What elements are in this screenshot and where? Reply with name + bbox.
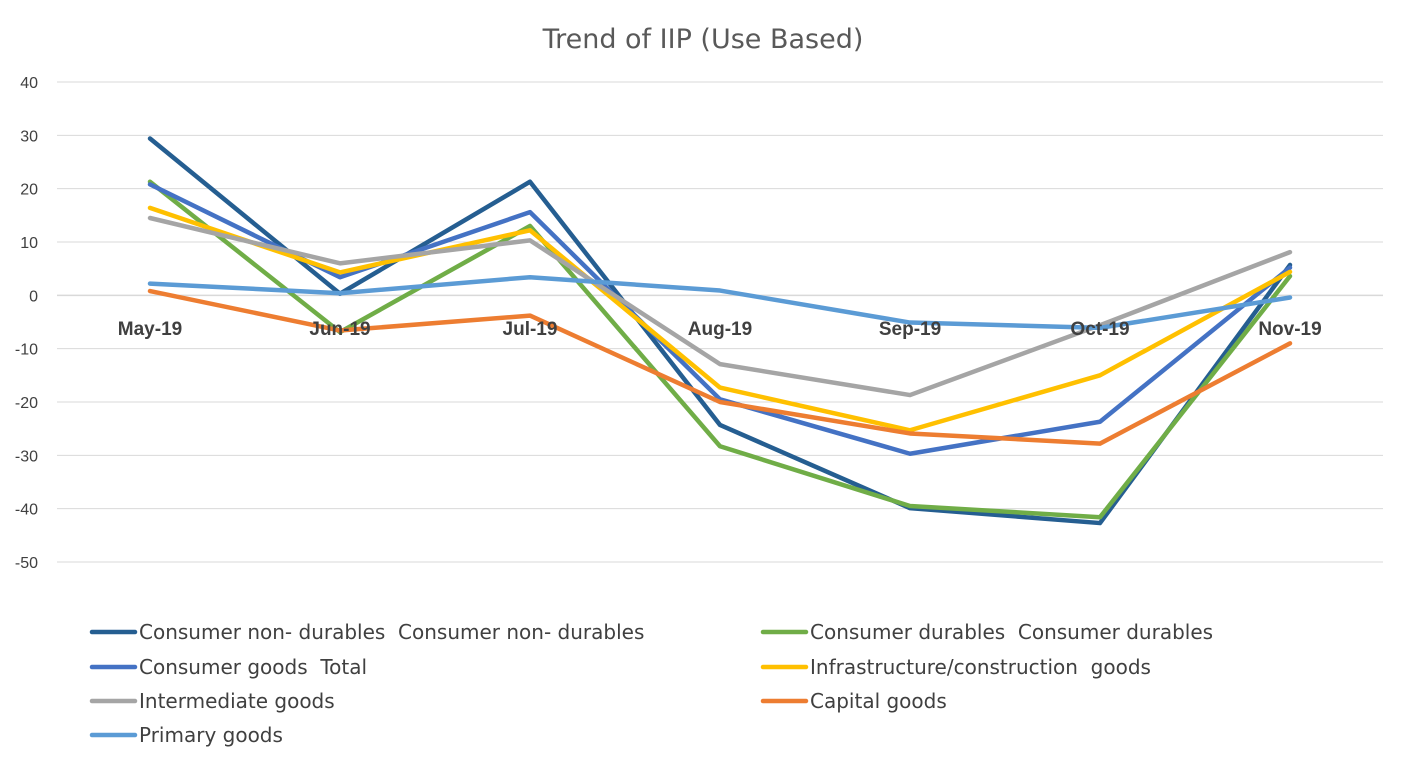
legend-label: Intermediate goods: [139, 689, 335, 713]
x-tick-label: May-19: [118, 319, 182, 340]
y-tick-label: -10: [15, 342, 38, 359]
series-line: [147, 179, 1293, 520]
series-line: [147, 205, 1293, 433]
chart-title: Trend of IIP (Use Based): [542, 24, 864, 55]
y-tick-label: -40: [15, 502, 38, 519]
x-tick-label: Sep-19: [879, 319, 941, 340]
x-tick-label: Jun-19: [309, 319, 370, 340]
legend: Consumer non- durables Consumer non- dur…: [89, 620, 1213, 747]
x-tick-label: Jul-19: [503, 319, 558, 340]
x-tick-label: Oct-19: [1070, 319, 1129, 340]
y-tick-label: 20: [20, 182, 38, 199]
legend-label: Consumer goods Total: [139, 655, 367, 679]
series-line: [147, 274, 1293, 331]
legend-label: Consumer non- durables Consumer non- dur…: [139, 620, 644, 644]
series-line: [147, 288, 1293, 446]
legend-label: Infrastructure/construction goods: [810, 655, 1151, 679]
y-tick-label: 30: [20, 128, 38, 145]
y-tick-label: -20: [15, 395, 38, 412]
y-tick-label: 10: [20, 235, 38, 252]
gridlines: [57, 81, 1383, 563]
series-lines: [147, 136, 1293, 526]
y-tick-label: 0: [29, 288, 38, 305]
series-line: [147, 215, 1293, 398]
y-axis-tick-labels: 40 30 20 10 0 -10 -20 -30 -40 -50: [15, 75, 38, 572]
x-axis-tick-labels: May-19 Jun-19 Jul-19 Aug-19 Sep-19 Oct-19 Nov-…: [118, 319, 1322, 340]
x-tick-label: Aug-19: [688, 319, 752, 340]
y-tick-label: -30: [15, 448, 38, 465]
legend-label: Consumer durables Consumer durables: [810, 620, 1213, 644]
y-tick-label: 40: [20, 75, 38, 92]
legend-label: Primary goods: [139, 723, 283, 747]
x-tick-label: Nov-19: [1258, 319, 1321, 340]
legend-label: Capital goods: [810, 689, 947, 713]
series-line: [147, 182, 1293, 456]
y-tick-label: -50: [15, 555, 38, 572]
